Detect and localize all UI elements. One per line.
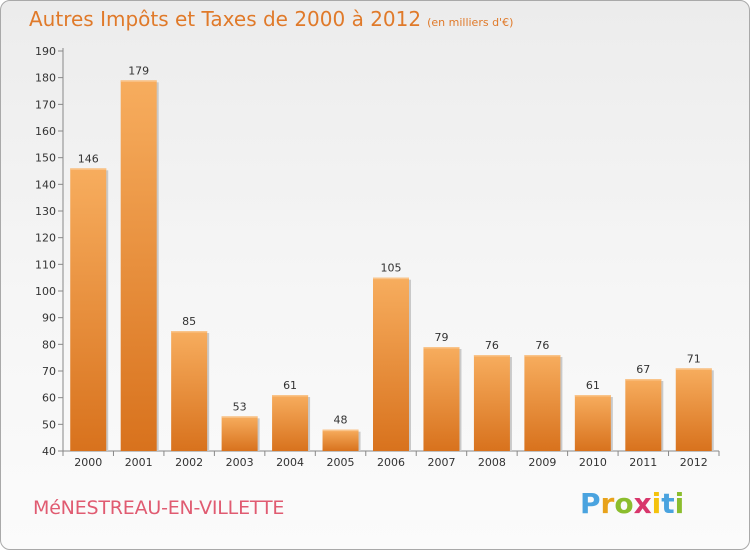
bar-series — [70, 80, 714, 452]
value-label: 48 — [334, 414, 348, 427]
y-tick-label: 160 — [35, 125, 56, 138]
value-label: 85 — [182, 315, 196, 328]
x-tick-label: 2009 — [528, 456, 556, 469]
y-tick-label: 110 — [35, 258, 56, 271]
x-tick-label: 2012 — [680, 456, 708, 469]
y-axis: 40 50 60 70 80 90 100 110 120 130 140 150 160 170 180 1… — [35, 45, 64, 458]
y-tick-label: 80 — [42, 338, 56, 351]
y-tick-label: 90 — [42, 312, 56, 325]
bar-highlight — [625, 379, 662, 381]
town-name: MéNESTREAU-EN-VILLETTE — [33, 497, 285, 519]
y-tick-label: 130 — [35, 205, 56, 218]
bar-highlight — [171, 331, 208, 333]
bar-2002 — [171, 331, 208, 451]
bar-highlight — [373, 277, 409, 280]
bar-highlight — [524, 355, 561, 357]
bar-highlight — [423, 347, 460, 349]
logo-letter: i — [674, 487, 685, 520]
bar-2006 — [373, 277, 409, 451]
y-tick-label: 180 — [35, 72, 56, 85]
bar-2001 — [120, 80, 157, 451]
value-label: 61 — [586, 379, 600, 392]
y-tick-label: 50 — [42, 418, 56, 431]
y-tick-label: 120 — [35, 232, 56, 245]
x-tick-label: 2010 — [579, 456, 607, 469]
bar-highlight — [272, 395, 309, 397]
value-label: 71 — [687, 352, 701, 365]
x-tick-label: 2000 — [74, 456, 102, 469]
chart-title: Autres Impôts et Taxes de 2000 à 2012 (en… — [29, 7, 513, 31]
bar-2000 — [70, 168, 107, 452]
y-tick-label: 70 — [42, 365, 56, 378]
logo-letter: x — [633, 487, 652, 520]
x-tick-label: 2001 — [125, 456, 153, 469]
logo-letter: t — [661, 487, 675, 520]
y-tick-label: 40 — [42, 445, 56, 458]
bar-2012 — [675, 368, 712, 451]
x-tick-label: 2005 — [327, 456, 355, 469]
y-tick-label: 190 — [35, 45, 56, 58]
bar-2008 — [473, 355, 510, 451]
chart-unit: (en milliers d'€) — [427, 16, 514, 29]
bar-highlight — [473, 355, 510, 357]
value-label: 61 — [283, 379, 297, 392]
bar-highlight — [675, 368, 712, 370]
bar-2003 — [221, 416, 258, 451]
bar-highlight — [574, 395, 611, 397]
value-label: 67 — [636, 363, 650, 376]
logo-letter: P — [580, 487, 601, 520]
x-tick-label: 2004 — [276, 456, 304, 469]
bar-2010 — [574, 395, 611, 451]
bar-2011 — [625, 379, 662, 451]
value-label: 79 — [434, 331, 448, 344]
proxiti-logo: Proxiti — [580, 487, 684, 520]
value-label: 105 — [381, 262, 402, 275]
bar-highlight — [221, 416, 258, 418]
y-tick-label: 140 — [35, 178, 56, 191]
y-tick-label: 60 — [42, 392, 56, 405]
bar-2005 — [322, 429, 359, 451]
value-label: 146 — [78, 152, 99, 165]
x-tick-label: 2006 — [377, 456, 405, 469]
logo-letter: r — [600, 487, 615, 520]
bar-2004 — [272, 395, 309, 451]
x-tick-label: 2003 — [226, 456, 254, 469]
x-tick-label: 2002 — [175, 456, 203, 469]
bar-highlight — [120, 80, 157, 82]
value-label: 76 — [485, 339, 499, 352]
y-tick-label: 170 — [35, 98, 56, 111]
value-labels: 146 179 85 53 61 48 105 79 76 76 61 67 71 — [78, 64, 701, 426]
chart-title-text: Autres Impôts et Taxes de 2000 à 2012 — [29, 7, 422, 31]
value-label: 179 — [128, 64, 149, 77]
bar-highlight — [322, 429, 359, 432]
x-axis: 2000 2001 2002 2003 2004 2005 2006 2007 2008 2009… — [62, 450, 720, 469]
logo-letter: o — [614, 487, 634, 520]
value-label: 53 — [233, 400, 247, 413]
x-tick-label: 2007 — [427, 456, 455, 469]
bar-2009 — [524, 355, 561, 451]
x-tick-label: 2011 — [629, 456, 657, 469]
bar-2007 — [423, 347, 460, 451]
y-tick-label: 150 — [35, 152, 56, 165]
bar-highlight — [70, 168, 107, 170]
value-label: 76 — [535, 339, 549, 352]
x-tick-label: 2008 — [478, 456, 506, 469]
y-tick-label: 100 — [35, 285, 56, 298]
logo-letter: i — [651, 487, 662, 520]
